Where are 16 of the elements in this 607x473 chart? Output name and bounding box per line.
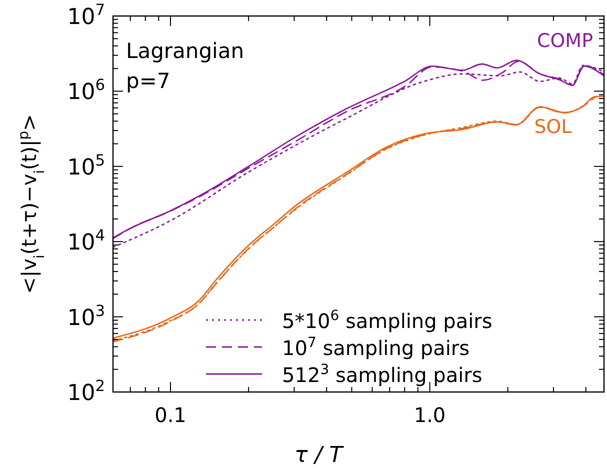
annotation: p=7	[126, 69, 170, 93]
legend-label: 5*10$^{6}$ sampling pairs	[282, 308, 492, 333]
y-tick-label: 10$^{5}$	[67, 151, 105, 180]
y-tick-label: 10$^{7}$	[67, 1, 105, 30]
annotation: SOL	[534, 116, 572, 138]
x-axis-title: τ / T	[294, 443, 344, 468]
y-tick-label: 10$^{2}$	[67, 377, 105, 406]
annotation: Lagrangian	[126, 39, 244, 63]
legend-label: 10$^{7}$ sampling pairs	[282, 335, 470, 360]
y-tick-label: 10$^{4}$	[67, 226, 105, 256]
y-tick-label: 10$^{6}$	[67, 76, 105, 106]
annotation: COMP	[536, 30, 594, 52]
legend-label: 512$^{3}$ sampling pairs	[282, 362, 482, 387]
x-tick-label: 0.1	[154, 403, 186, 427]
y-tick-label: 10$^{3}$	[67, 302, 105, 331]
x-tick-label: 1.0	[414, 403, 446, 427]
